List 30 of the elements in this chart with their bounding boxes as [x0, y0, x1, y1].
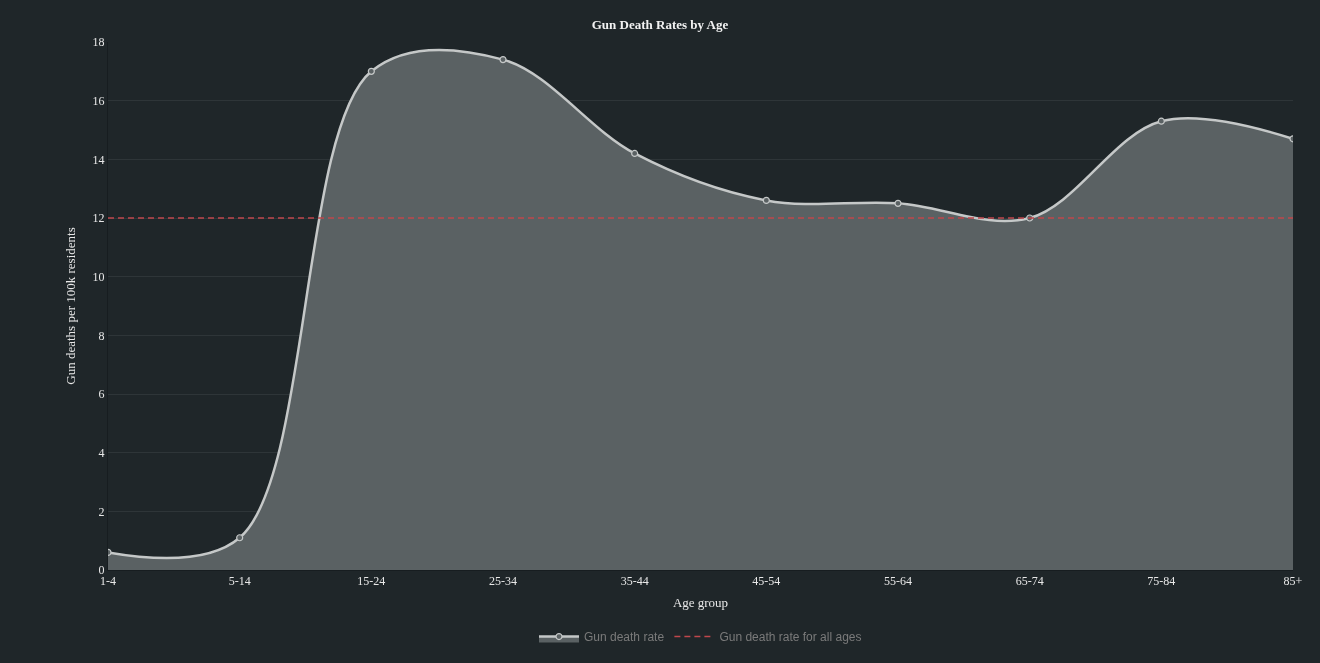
x-tick-label: 55-64 — [884, 574, 912, 589]
x-axis-title: Age group — [672, 595, 729, 610]
point — [367, 67, 375, 75]
legend-label: Gun death rate for all ages — [719, 630, 862, 645]
x-tick-label: 5-14 — [228, 574, 251, 589]
x-tick-label: 65-74 — [1015, 574, 1044, 589]
y-tick-label: 14 — [92, 152, 105, 167]
x-tick-label: 75-84 — [1147, 574, 1176, 589]
x-tick-label: 15-24 — [357, 574, 386, 589]
x-tick-label: 85+ — [1283, 574, 1303, 589]
y-tick-label: 12 — [92, 211, 105, 226]
x-tick-label: 25-34 — [489, 574, 517, 589]
x-tick-label: 45-54 — [752, 574, 781, 589]
point — [762, 196, 770, 204]
legend-label: Gun death rate — [584, 630, 665, 645]
y-tick-label: 16 — [92, 93, 105, 108]
point — [894, 199, 902, 207]
y-axis-title: Gun deaths per 100k residents — [62, 227, 78, 385]
point — [1157, 117, 1165, 125]
point — [499, 56, 507, 64]
chart-title: Gun Death Rates by Age — [591, 16, 729, 32]
x-tick-label: 35-44 — [620, 574, 649, 589]
y-tick-label: 8 — [98, 328, 105, 343]
point — [631, 149, 639, 158]
y-tick-label: 6 — [98, 387, 105, 402]
point — [236, 534, 244, 542]
y-tick-label: 10 — [92, 269, 105, 284]
y-tick-label: 2 — [98, 504, 105, 519]
y-tick-label: 4 — [98, 445, 105, 460]
y-tick-label: 18 — [92, 35, 105, 50]
